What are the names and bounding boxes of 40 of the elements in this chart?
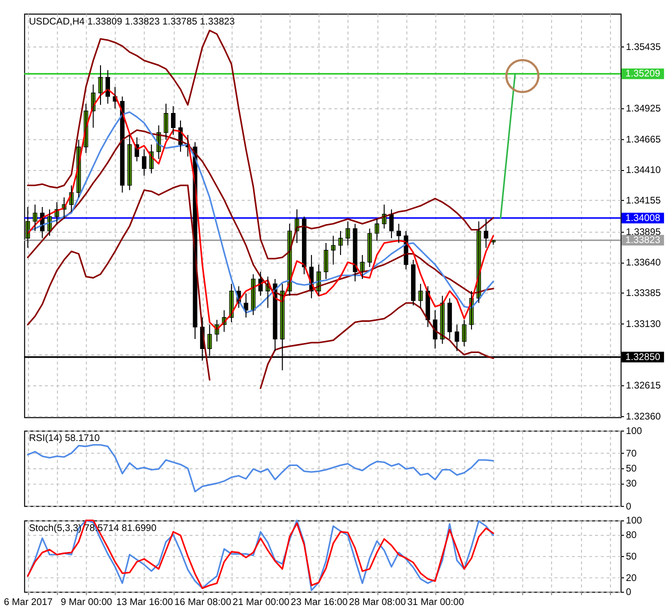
y-tick-label: 30 — [626, 478, 637, 490]
y-tick-label: 1.33640 — [626, 258, 661, 269]
y-tick-label: 80 — [626, 530, 637, 542]
y-tick-label: 1.33385 — [626, 288, 661, 300]
x-tick-label: 9 Mar 00:00 — [60, 596, 112, 608]
line-series — [26, 444, 494, 492]
x-tick-label: 6 Mar 2017 — [4, 596, 53, 608]
y-tick-label: 50 — [626, 551, 637, 562]
x-tick-label: 23 Mar 16:00 — [290, 596, 348, 608]
ref-line-label: 1.34008 — [625, 212, 660, 224]
y-tick-label: 0 — [626, 587, 632, 598]
ref-line-label: 1.32850 — [625, 352, 660, 363]
y-tick-label: 50 — [626, 464, 637, 475]
candlestick — [171, 106, 176, 136]
y-tick-label: 1.33130 — [626, 318, 661, 330]
line-series — [26, 30, 494, 260]
x-tick-label: 28 Mar 08:00 — [349, 596, 406, 608]
y-tick-label: 70 — [626, 448, 637, 460]
y-tick-label: 1.34665 — [626, 134, 661, 146]
candlestick — [396, 223, 401, 244]
ref-line-label: 1.35209 — [625, 68, 660, 80]
candlestick — [324, 242, 328, 280]
y-tick-label: 100 — [626, 516, 642, 527]
y-tick-label: 1.34155 — [626, 196, 661, 207]
x-tick-label: 21 Mar 00:00 — [232, 596, 290, 608]
y-tick-label: 1.32360 — [626, 411, 661, 422]
line-series — [26, 111, 494, 314]
y-tick-label: 0 — [626, 501, 632, 512]
y-tick-label: 1.34925 — [626, 103, 661, 114]
chart-title: RSI(14) 58.1710 — [28, 433, 100, 444]
y-tick-label: 1.35435 — [626, 42, 661, 54]
x-tick-label: 31 Mar 00:00 — [407, 596, 464, 608]
y-tick-label: 1.34410 — [626, 165, 661, 176]
ref-line-label: 1.33823 — [625, 235, 660, 246]
x-tick-label: 16 Mar 08:00 — [174, 596, 232, 608]
y-tick-label: 20 — [626, 572, 637, 584]
y-tick-label: 1.32615 — [626, 380, 661, 392]
x-tick-label: 13 Mar 16:00 — [116, 596, 174, 608]
chart-title: USDCAD,H4 1.33809 1.33823 1.33785 1.33823 — [28, 16, 235, 28]
y-tick-label: 100 — [626, 426, 642, 437]
